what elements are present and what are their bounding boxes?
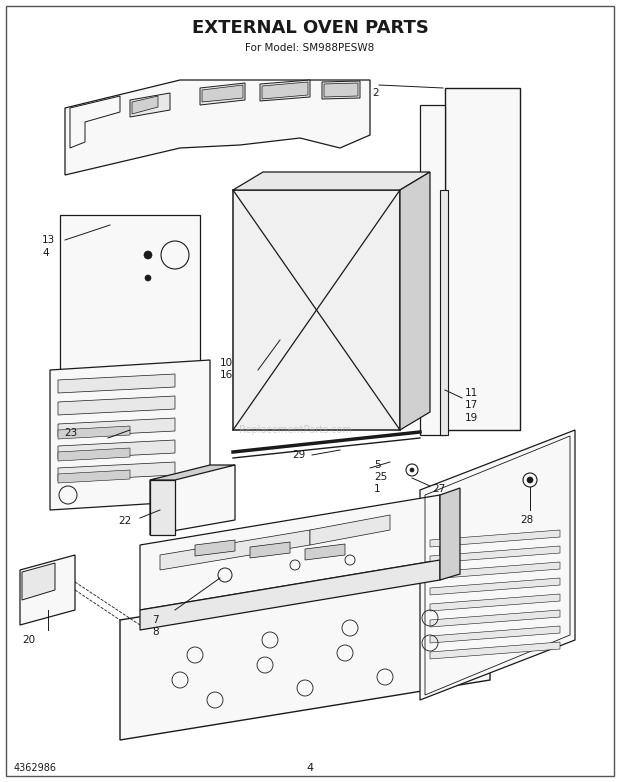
Polygon shape — [50, 360, 210, 510]
Polygon shape — [400, 172, 430, 430]
Polygon shape — [322, 81, 360, 99]
Polygon shape — [420, 430, 575, 700]
Text: 20: 20 — [22, 635, 35, 645]
Polygon shape — [200, 83, 245, 105]
Text: 13: 13 — [42, 235, 55, 245]
Polygon shape — [130, 93, 170, 117]
Text: 2: 2 — [372, 88, 379, 98]
Polygon shape — [430, 626, 560, 643]
Polygon shape — [60, 215, 200, 370]
Polygon shape — [58, 418, 175, 437]
Polygon shape — [305, 544, 345, 560]
Circle shape — [527, 477, 533, 483]
Polygon shape — [262, 82, 308, 99]
Circle shape — [144, 251, 152, 259]
Text: 16: 16 — [220, 370, 233, 380]
Polygon shape — [440, 488, 460, 580]
Polygon shape — [430, 562, 560, 579]
Polygon shape — [140, 495, 440, 610]
Polygon shape — [65, 80, 370, 175]
Polygon shape — [310, 515, 390, 545]
Polygon shape — [233, 190, 400, 430]
Text: 1: 1 — [374, 484, 381, 494]
Polygon shape — [233, 172, 430, 190]
Polygon shape — [430, 642, 560, 659]
Polygon shape — [430, 610, 560, 627]
Polygon shape — [58, 470, 130, 483]
Polygon shape — [445, 88, 520, 430]
Polygon shape — [58, 462, 175, 481]
Text: 4: 4 — [306, 763, 314, 773]
Polygon shape — [202, 85, 243, 102]
Polygon shape — [58, 396, 175, 415]
Polygon shape — [150, 465, 235, 480]
Text: 17: 17 — [465, 400, 478, 410]
Text: 4362986: 4362986 — [14, 763, 57, 773]
Polygon shape — [70, 96, 120, 148]
Polygon shape — [58, 426, 130, 439]
Polygon shape — [58, 440, 175, 459]
Text: 22: 22 — [118, 516, 131, 526]
Text: 23: 23 — [64, 428, 78, 438]
Polygon shape — [250, 542, 290, 558]
Polygon shape — [440, 190, 448, 435]
Polygon shape — [120, 560, 490, 740]
Text: EXTERNAL OVEN PARTS: EXTERNAL OVEN PARTS — [192, 19, 428, 37]
Text: 28: 28 — [520, 515, 533, 525]
Text: For Model: SM988PESW8: For Model: SM988PESW8 — [246, 43, 374, 53]
Polygon shape — [195, 540, 235, 556]
Text: 27: 27 — [432, 484, 445, 494]
Polygon shape — [430, 594, 560, 611]
Polygon shape — [140, 560, 440, 630]
Text: 25: 25 — [374, 472, 388, 482]
Polygon shape — [20, 555, 75, 625]
Polygon shape — [150, 480, 175, 535]
Polygon shape — [260, 80, 310, 101]
Text: 29: 29 — [292, 450, 305, 460]
Polygon shape — [22, 563, 55, 600]
Text: 5: 5 — [374, 460, 381, 470]
Circle shape — [410, 468, 414, 472]
Polygon shape — [150, 465, 235, 535]
Polygon shape — [430, 578, 560, 595]
Polygon shape — [132, 96, 158, 114]
Polygon shape — [160, 530, 310, 570]
Polygon shape — [324, 83, 358, 97]
Text: 19: 19 — [465, 413, 478, 423]
Polygon shape — [420, 105, 445, 435]
Text: 11: 11 — [465, 388, 478, 398]
Text: 4: 4 — [42, 248, 48, 258]
Text: 8: 8 — [152, 627, 159, 637]
Polygon shape — [58, 448, 130, 461]
Polygon shape — [430, 530, 560, 547]
Circle shape — [145, 275, 151, 281]
Text: 10: 10 — [220, 358, 233, 368]
Polygon shape — [430, 546, 560, 563]
Text: ReplacementParts.com: ReplacementParts.com — [239, 425, 352, 435]
Text: 7: 7 — [152, 615, 159, 625]
Polygon shape — [58, 374, 175, 393]
